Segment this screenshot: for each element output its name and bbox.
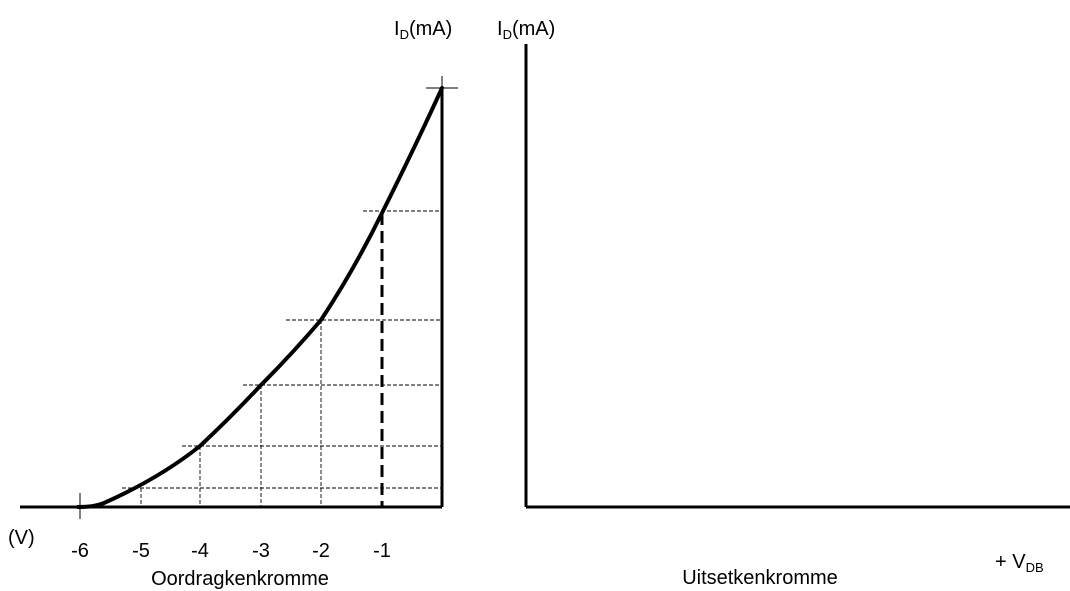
tick-label-minus3: -3 [252, 540, 270, 562]
right-y-label-unit: (mA) [512, 18, 555, 40]
transfer-chart: ID(mA) (V) -6 -5 -4 -3 -2 -1 Oordragkenk… [8, 18, 458, 590]
right-y-label: ID(mA) [497, 18, 555, 42]
left-x-unit: (V) [8, 527, 35, 549]
right-x-label: + VDB [995, 551, 1044, 575]
tick-label-minus6: -6 [71, 540, 89, 562]
left-y-label-main: I [394, 18, 400, 40]
right-y-label-main: I [497, 18, 503, 40]
left-y-label: ID(mA) [394, 18, 452, 42]
right-x-label-sub: DB [1026, 560, 1044, 575]
left-y-label-unit: (mA) [409, 18, 452, 40]
tick-label-minus1: -1 [373, 540, 391, 562]
right-x-label-prefix: + V [995, 551, 1026, 573]
tick-label-minus5: -5 [132, 540, 150, 562]
left-caption: Oordragkenkromme [151, 568, 329, 590]
tick-label-minus4: -4 [191, 540, 209, 562]
right-y-label-sub: D [503, 27, 512, 42]
transfer-curve [76, 86, 444, 509]
guide-lines [122, 210, 442, 507]
tick-label-minus2: -2 [312, 540, 330, 562]
output-chart: ID(mA) + VDB Uitsetkenkromme [497, 18, 1070, 589]
right-caption: Uitsetkenkromme [682, 567, 838, 589]
left-y-label-sub: D [400, 27, 409, 42]
